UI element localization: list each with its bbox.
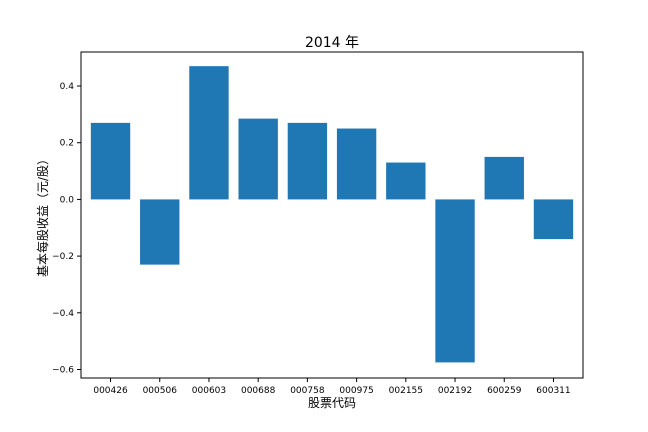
y-tick-label: −0.4 [52, 309, 74, 319]
bar-000975 [336, 128, 377, 200]
y-tick-label: −0.6 [52, 365, 74, 375]
x-tick-label: 000603 [192, 386, 226, 396]
x-tick-label: 000506 [143, 386, 178, 396]
x-tick-label: 600311 [536, 386, 570, 396]
bar-000688 [238, 118, 278, 200]
bar-000603 [189, 66, 229, 200]
x-tick-label: 000426 [93, 386, 128, 396]
bar-600259 [484, 156, 524, 200]
bar-000506 [140, 199, 180, 265]
x-tick-label: 000688 [241, 386, 276, 396]
y-tick-label: 0.4 [60, 82, 75, 92]
chart-title: 2014 年 [305, 35, 359, 51]
y-axis-label: 基本每股收益（元/股） [35, 153, 50, 277]
y-tick-label: 0.0 [60, 195, 75, 205]
y-axis: −0.6 −0.4 −0.2 0.0 0.2 0.4 [52, 82, 81, 375]
x-axis-label: 股票代码 [308, 396, 356, 410]
y-tick-label: −0.2 [52, 252, 74, 262]
plot-frame [80, 51, 584, 379]
bar-002192 [435, 199, 475, 363]
bars-group [90, 66, 574, 363]
x-tick-label: 600259 [487, 386, 522, 396]
bar-002155 [386, 162, 426, 200]
x-axis: 000426 000506 000603 000688 000758 000975 0021… [93, 378, 571, 396]
x-tick-label: 000975 [339, 386, 373, 396]
x-tick-label: 000758 [290, 386, 325, 396]
bar-000758 [287, 122, 328, 200]
bar-000426 [90, 122, 131, 200]
bar-600311 [533, 199, 574, 240]
y-tick-label: 0.2 [60, 139, 74, 149]
x-tick-label: 002155 [389, 386, 423, 396]
x-tick-label: 002192 [438, 386, 472, 396]
